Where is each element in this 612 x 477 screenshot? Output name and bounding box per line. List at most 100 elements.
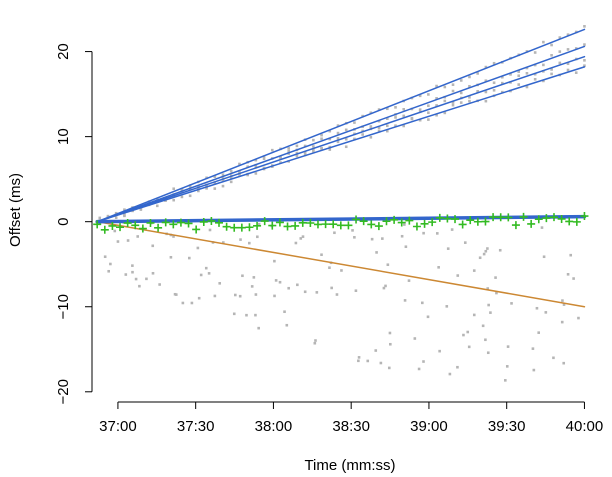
gray-point bbox=[353, 121, 356, 124]
gray-point bbox=[484, 249, 488, 253]
trend-line bbox=[96, 55, 586, 223]
gray-point bbox=[435, 232, 439, 235]
gray-point bbox=[340, 269, 343, 272]
gray-point bbox=[369, 135, 373, 139]
gray-point bbox=[229, 176, 233, 179]
gray-point bbox=[421, 301, 424, 305]
gray-point bbox=[456, 274, 460, 277]
gray-point bbox=[336, 124, 340, 127]
green-plus-point bbox=[565, 217, 574, 226]
green-plus-point bbox=[321, 220, 330, 229]
gray-point bbox=[489, 311, 492, 314]
x-tick-label: 37:30 bbox=[177, 418, 215, 435]
green-plus-point bbox=[527, 219, 536, 228]
gray-point bbox=[312, 148, 315, 151]
gray-point bbox=[448, 372, 452, 376]
gray-point bbox=[558, 50, 562, 53]
green-plus-point bbox=[108, 221, 117, 230]
gray-point bbox=[435, 113, 438, 117]
gray-point bbox=[404, 245, 408, 249]
gray-point bbox=[552, 356, 555, 360]
gray-point bbox=[123, 214, 126, 218]
gray-point bbox=[126, 239, 130, 242]
gray-point bbox=[320, 147, 323, 150]
gray-point bbox=[558, 61, 562, 65]
gray-point bbox=[196, 246, 200, 250]
green-plus-point bbox=[466, 216, 475, 225]
gray-point bbox=[312, 149, 315, 153]
gray-point bbox=[139, 208, 143, 211]
green-plus-point bbox=[420, 219, 429, 228]
gray-point bbox=[407, 279, 411, 282]
gray-point bbox=[403, 223, 406, 226]
gray-point bbox=[427, 93, 430, 96]
green-plus-point bbox=[93, 220, 102, 229]
gray-point bbox=[257, 222, 261, 226]
gray-point bbox=[213, 294, 217, 298]
gray-point bbox=[180, 195, 184, 199]
gray-point bbox=[312, 138, 315, 142]
green-plus-point bbox=[306, 218, 315, 227]
gray-point bbox=[222, 241, 225, 244]
gray-point bbox=[443, 99, 447, 103]
gray-point bbox=[389, 342, 392, 346]
green-plus-point bbox=[458, 220, 467, 229]
gray-point bbox=[328, 266, 331, 269]
gray-point bbox=[451, 89, 455, 93]
green-plus-point bbox=[275, 218, 284, 227]
green-plus-point bbox=[283, 222, 292, 231]
green-plus-point bbox=[549, 213, 558, 222]
gray-point bbox=[197, 189, 200, 193]
gray-point bbox=[385, 117, 389, 120]
green-plus-point bbox=[504, 213, 513, 222]
gray-point bbox=[172, 235, 175, 238]
gray-point bbox=[510, 302, 513, 305]
gray-point bbox=[366, 359, 370, 363]
gray-point bbox=[410, 117, 414, 121]
gray-point bbox=[283, 310, 286, 314]
gray-point bbox=[418, 108, 422, 111]
gray-point bbox=[299, 237, 303, 240]
green-plus-point bbox=[481, 217, 490, 226]
gray-point bbox=[103, 255, 107, 259]
gray-point bbox=[250, 285, 254, 288]
green-plus-point bbox=[268, 221, 277, 230]
gray-point bbox=[221, 173, 225, 177]
gray-point bbox=[145, 277, 148, 281]
green-plus-point bbox=[169, 220, 178, 229]
green-plus-point bbox=[100, 225, 109, 234]
gray-point bbox=[344, 128, 348, 132]
gray-point bbox=[501, 75, 504, 79]
gray-point bbox=[517, 70, 521, 73]
gray-point bbox=[583, 43, 586, 46]
green-plus-point bbox=[382, 217, 391, 226]
gray-point bbox=[506, 345, 510, 348]
gray-point bbox=[402, 124, 406, 128]
gray-point bbox=[320, 133, 323, 137]
gray-point bbox=[531, 347, 535, 350]
gray-point bbox=[394, 106, 397, 109]
gray-point bbox=[151, 271, 155, 275]
gray-point bbox=[173, 292, 177, 296]
gray-point bbox=[388, 331, 392, 335]
green-plus-point bbox=[489, 213, 498, 222]
green-plus-point bbox=[123, 219, 132, 228]
green-plus-point bbox=[230, 223, 239, 232]
green-plus-point bbox=[146, 218, 155, 227]
green-plus-point bbox=[534, 215, 543, 224]
gray-point bbox=[418, 94, 422, 98]
gray-point bbox=[525, 85, 529, 89]
gray-point bbox=[205, 187, 208, 190]
gray-point bbox=[517, 83, 521, 86]
green-plus-point bbox=[451, 215, 460, 224]
gray-point bbox=[583, 25, 586, 28]
gray-point bbox=[566, 273, 570, 276]
gray-point bbox=[188, 188, 192, 191]
gray-point bbox=[254, 158, 258, 162]
gray-point bbox=[403, 299, 407, 302]
gray-point bbox=[188, 194, 192, 198]
gray-point bbox=[361, 133, 364, 136]
gray-point bbox=[369, 125, 373, 128]
gray-point bbox=[131, 270, 134, 274]
y-tick-label: 0 bbox=[55, 218, 72, 226]
